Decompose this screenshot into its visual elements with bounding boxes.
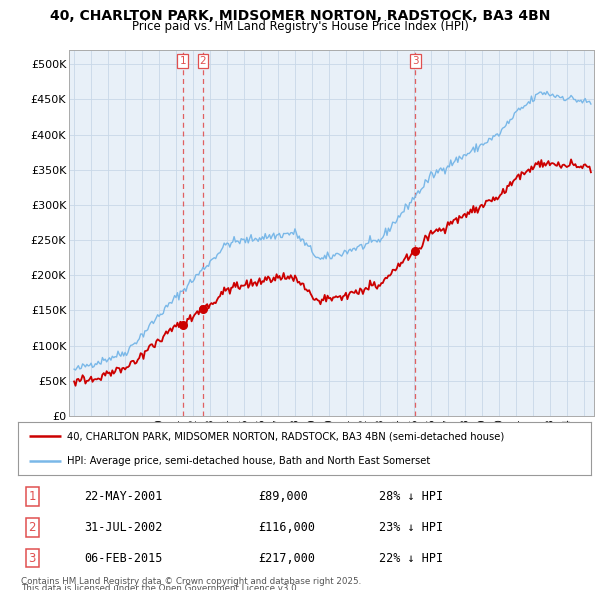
Text: 31-JUL-2002: 31-JUL-2002 bbox=[84, 521, 162, 534]
Text: 40, CHARLTON PARK, MIDSOMER NORTON, RADSTOCK, BA3 4BN (semi-detached house): 40, CHARLTON PARK, MIDSOMER NORTON, RADS… bbox=[67, 431, 504, 441]
Text: 1: 1 bbox=[29, 490, 36, 503]
Text: £217,000: £217,000 bbox=[259, 552, 316, 565]
Text: 2: 2 bbox=[200, 55, 206, 65]
Text: 22% ↓ HPI: 22% ↓ HPI bbox=[379, 552, 443, 565]
Text: £89,000: £89,000 bbox=[259, 490, 308, 503]
Text: 22-MAY-2001: 22-MAY-2001 bbox=[84, 490, 162, 503]
Text: Price paid vs. HM Land Registry's House Price Index (HPI): Price paid vs. HM Land Registry's House … bbox=[131, 20, 469, 33]
Text: 28% ↓ HPI: 28% ↓ HPI bbox=[379, 490, 443, 503]
Text: 40, CHARLTON PARK, MIDSOMER NORTON, RADSTOCK, BA3 4BN: 40, CHARLTON PARK, MIDSOMER NORTON, RADS… bbox=[50, 9, 550, 23]
Text: This data is licensed under the Open Government Licence v3.0.: This data is licensed under the Open Gov… bbox=[21, 584, 299, 590]
Text: HPI: Average price, semi-detached house, Bath and North East Somerset: HPI: Average price, semi-detached house,… bbox=[67, 455, 430, 466]
Text: 2: 2 bbox=[29, 521, 36, 534]
Text: £116,000: £116,000 bbox=[259, 521, 316, 534]
Text: 3: 3 bbox=[412, 55, 419, 65]
Text: 23% ↓ HPI: 23% ↓ HPI bbox=[379, 521, 443, 534]
Text: 06-FEB-2015: 06-FEB-2015 bbox=[84, 552, 162, 565]
Text: Contains HM Land Registry data © Crown copyright and database right 2025.: Contains HM Land Registry data © Crown c… bbox=[21, 577, 361, 586]
Text: 1: 1 bbox=[179, 55, 186, 65]
Text: 3: 3 bbox=[29, 552, 36, 565]
